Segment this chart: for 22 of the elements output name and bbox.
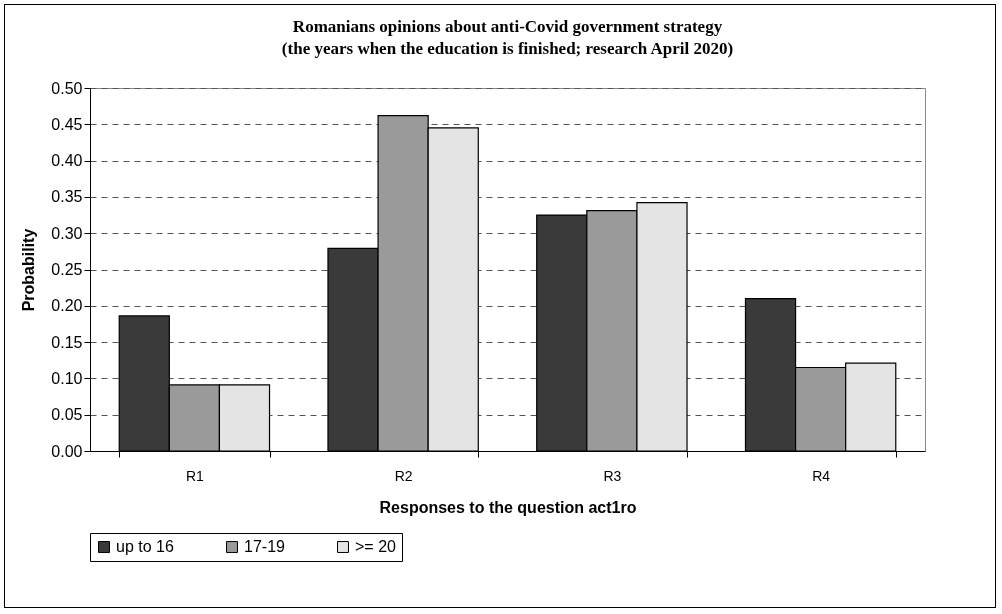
y-axis-title: Probability <box>20 228 38 312</box>
x-axis-title: Responses to the question act1ro <box>379 498 637 516</box>
y-tick-label: 0.10 <box>51 369 83 387</box>
y-tick-label: 0.45 <box>51 115 83 133</box>
x-tick-label: R4 <box>812 467 831 484</box>
x-tick-label: R2 <box>394 467 413 484</box>
y-tick-label: 0.35 <box>51 188 83 206</box>
x-tick-label: R1 <box>185 467 205 484</box>
legend-label: up to 16 <box>116 538 174 555</box>
text: (the years when the education is finished; research April 2020) <box>281 39 734 58</box>
text: Romanians opinions about anti-Covid government strategy <box>292 17 723 36</box>
x-tick-label: R3 <box>603 467 622 484</box>
legend-label: 17-19 <box>244 538 286 555</box>
y-tick-label: 0.20 <box>51 297 83 315</box>
y-tick-label: 0.40 <box>51 152 83 170</box>
legend-label: >= 20 <box>355 538 397 555</box>
y-tick-label: 0.30 <box>51 224 83 242</box>
y-tick-label: 0.15 <box>51 333 83 351</box>
y-tick-label: 0.25 <box>51 261 83 278</box>
y-tick-label: 0.00 <box>51 442 83 460</box>
y-tick-label: 0.50 <box>51 79 83 97</box>
y-tick-label: 0.05 <box>51 406 83 424</box>
